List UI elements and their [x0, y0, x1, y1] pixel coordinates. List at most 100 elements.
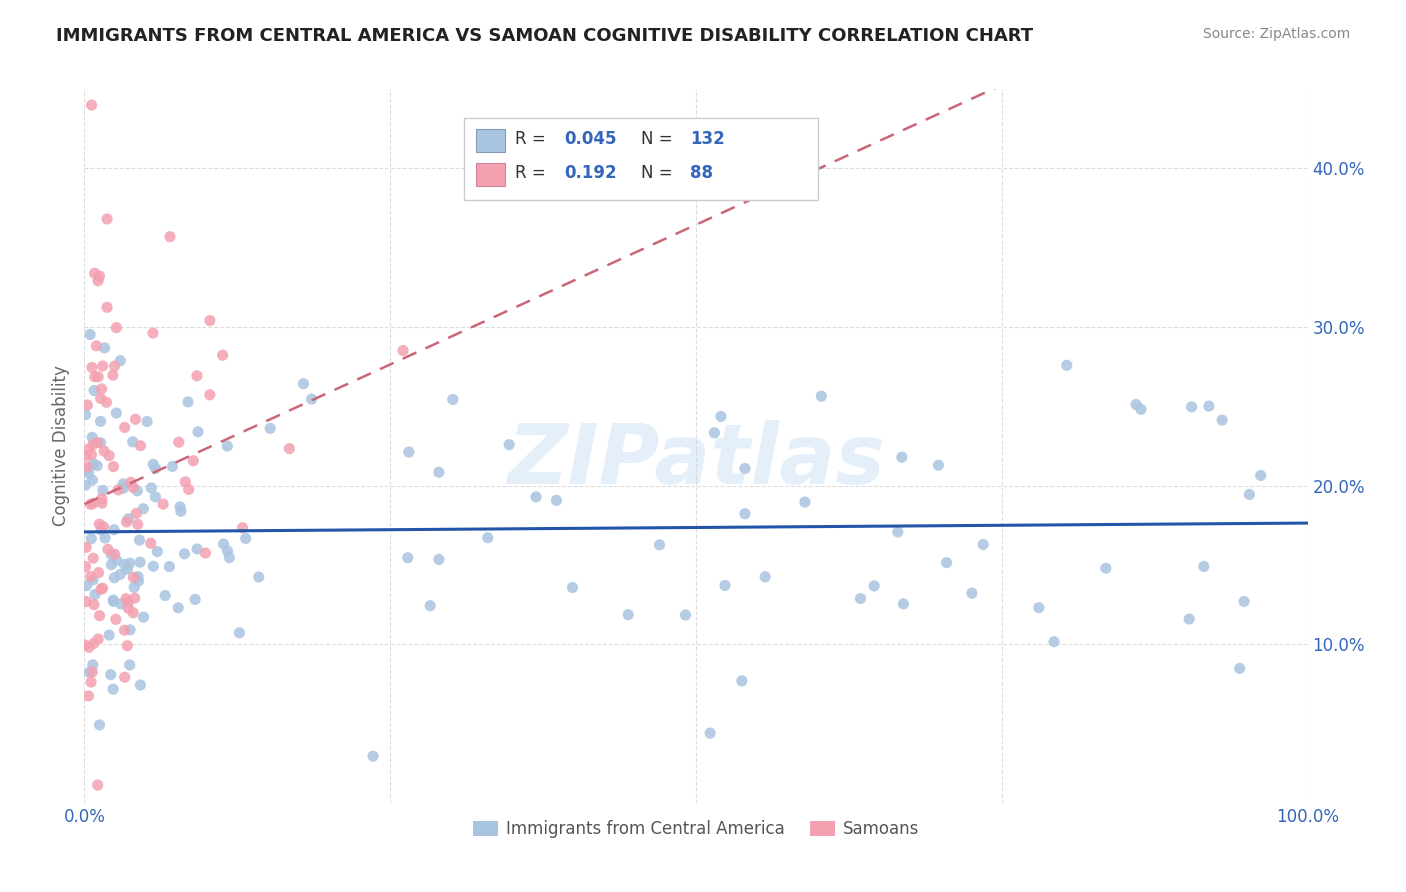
Point	[103, 459, 125, 474]
Point	[498, 438, 520, 452]
Point	[87, 632, 110, 646]
Point	[93, 444, 115, 458]
Point	[100, 667, 122, 681]
Point	[76, 398, 98, 412]
Point	[112, 476, 135, 491]
Point	[935, 556, 957, 570]
Point	[127, 569, 149, 583]
Point	[89, 269, 111, 284]
Point	[186, 368, 208, 383]
Point	[73, 463, 96, 477]
Point	[117, 601, 139, 615]
Point	[890, 450, 912, 464]
Point	[112, 481, 135, 495]
Point	[77, 689, 100, 703]
Point	[80, 360, 103, 375]
Point	[217, 544, 239, 558]
Point	[104, 612, 127, 626]
Point	[90, 392, 112, 406]
Point	[105, 320, 128, 334]
Point	[754, 570, 776, 584]
Point	[157, 559, 180, 574]
Point	[675, 607, 697, 622]
Point	[97, 542, 120, 557]
Point	[103, 593, 125, 607]
Point	[152, 497, 174, 511]
Point	[76, 578, 98, 592]
Point	[1056, 358, 1078, 372]
Point	[120, 475, 142, 490]
Point	[849, 591, 872, 606]
Point	[75, 594, 97, 608]
Point	[91, 496, 114, 510]
Point	[100, 548, 122, 562]
Point	[427, 465, 450, 479]
Point	[82, 456, 104, 470]
Point	[278, 442, 301, 456]
Point	[524, 490, 547, 504]
Point	[117, 562, 139, 576]
Point	[84, 587, 107, 601]
Point	[153, 589, 176, 603]
Point	[82, 657, 104, 672]
Point	[146, 544, 169, 558]
Point	[810, 389, 832, 403]
Text: R =: R =	[515, 130, 551, 148]
Point	[90, 523, 112, 537]
Point	[76, 459, 98, 474]
Point	[118, 657, 141, 672]
Point	[77, 466, 100, 480]
Point	[235, 532, 257, 546]
Point	[93, 341, 115, 355]
Point	[118, 556, 141, 570]
Point	[617, 607, 640, 622]
Point	[89, 718, 111, 732]
Point	[90, 435, 112, 450]
Point	[90, 491, 112, 506]
Point	[561, 581, 583, 595]
Point	[103, 571, 125, 585]
Point	[80, 98, 103, 112]
Point	[103, 594, 125, 608]
Point	[1211, 413, 1233, 427]
Point	[75, 408, 97, 422]
Point	[734, 461, 756, 475]
Point	[1239, 487, 1261, 501]
Point	[714, 578, 737, 592]
Point	[136, 415, 159, 429]
Point	[93, 520, 115, 534]
Point	[87, 566, 110, 580]
Point	[122, 570, 145, 584]
Point	[1130, 402, 1153, 417]
Point	[960, 586, 983, 600]
Point	[247, 570, 270, 584]
Point	[398, 445, 420, 459]
Point	[1198, 399, 1220, 413]
Point	[83, 266, 105, 280]
Point	[89, 608, 111, 623]
Text: N =: N =	[641, 130, 678, 148]
Point	[98, 449, 121, 463]
FancyBboxPatch shape	[464, 118, 818, 200]
Point	[301, 392, 323, 406]
Point	[114, 623, 136, 637]
Point	[228, 625, 250, 640]
Point	[177, 395, 200, 409]
Point	[90, 582, 112, 597]
Point	[198, 388, 221, 402]
Point	[181, 454, 204, 468]
Text: N =: N =	[641, 164, 678, 182]
Point	[82, 496, 104, 510]
Point	[477, 531, 499, 545]
Point	[648, 538, 671, 552]
Point	[101, 368, 124, 383]
Point	[75, 541, 97, 555]
Point	[259, 421, 281, 435]
Point	[125, 507, 148, 521]
Point	[396, 550, 419, 565]
Point	[86, 435, 108, 450]
Point	[90, 414, 112, 428]
Point	[198, 313, 221, 327]
Text: ZIPatlas: ZIPatlas	[508, 420, 884, 500]
Point	[86, 458, 108, 473]
